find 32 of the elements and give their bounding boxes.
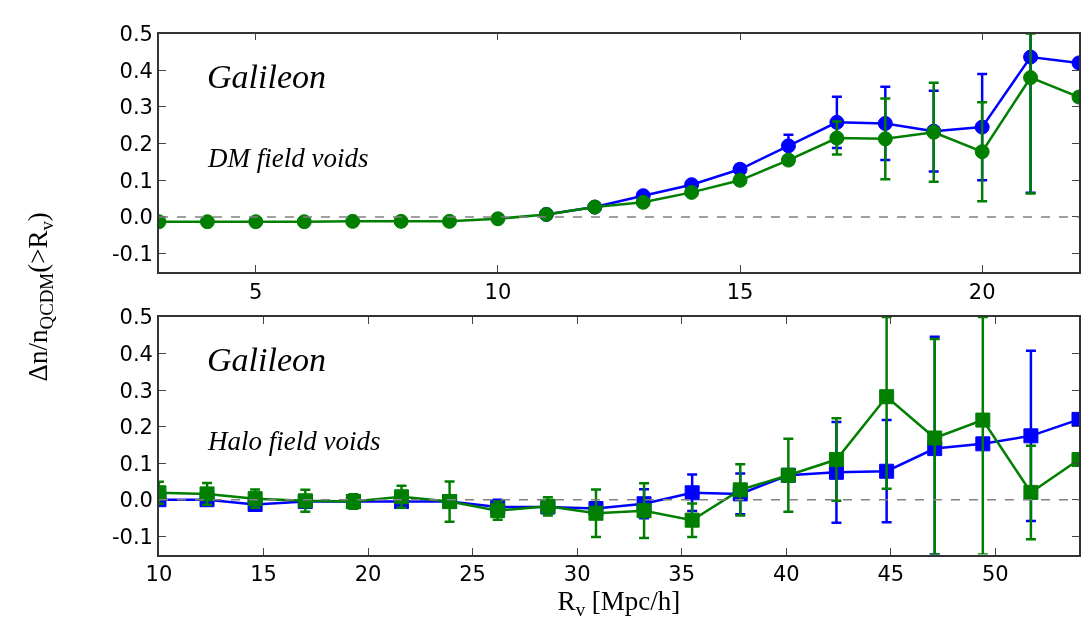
annotation: Halo field voids [207, 426, 381, 456]
annotation: DM field voids [207, 143, 369, 173]
x-tick-label: 40 [772, 562, 800, 587]
x-tick-label: 50 [981, 562, 1009, 587]
y-tick-label: 0.3 [119, 95, 153, 120]
x-tick-label: 15 [250, 562, 277, 587]
y-tick-label: -0.1 [112, 241, 153, 266]
annotation: Galileon [207, 58, 326, 95]
x-tick-label: 10 [484, 279, 512, 304]
x-axis-title: R$_{v}$ [Mpc/h] [557, 586, 681, 621]
x-tick-label: 45 [877, 562, 905, 587]
y-tick-label: 0.0 [119, 205, 153, 230]
y-tick-label: 0.2 [119, 415, 153, 440]
y-tick-label: 0.5 [119, 21, 153, 46]
x-tick-label: 20 [354, 562, 382, 587]
x-tick-label: 15 [726, 279, 754, 304]
y-tick-label: 0.5 [119, 305, 153, 330]
x-tick-label: 10 [145, 562, 173, 587]
x-tick-label: 5 [249, 279, 263, 304]
y-tick-label: 0.4 [119, 58, 153, 83]
y-tick-label: -0.1 [112, 524, 153, 549]
x-tick-label: 25 [459, 562, 486, 587]
x-tick-label: 20 [968, 279, 996, 304]
x-tick-label: 35 [668, 562, 696, 587]
y-tick-label: 0.2 [119, 131, 153, 156]
y-tick-label: 0.3 [119, 378, 153, 403]
annotation: Galileon [207, 341, 326, 378]
x-tick-label: 30 [563, 562, 591, 587]
y-tick-label: 0.0 [119, 488, 153, 513]
y-tick-label: 0.4 [119, 341, 153, 366]
y-tick-label: 0.1 [119, 168, 153, 193]
y-tick-label: 0.1 [119, 451, 153, 476]
